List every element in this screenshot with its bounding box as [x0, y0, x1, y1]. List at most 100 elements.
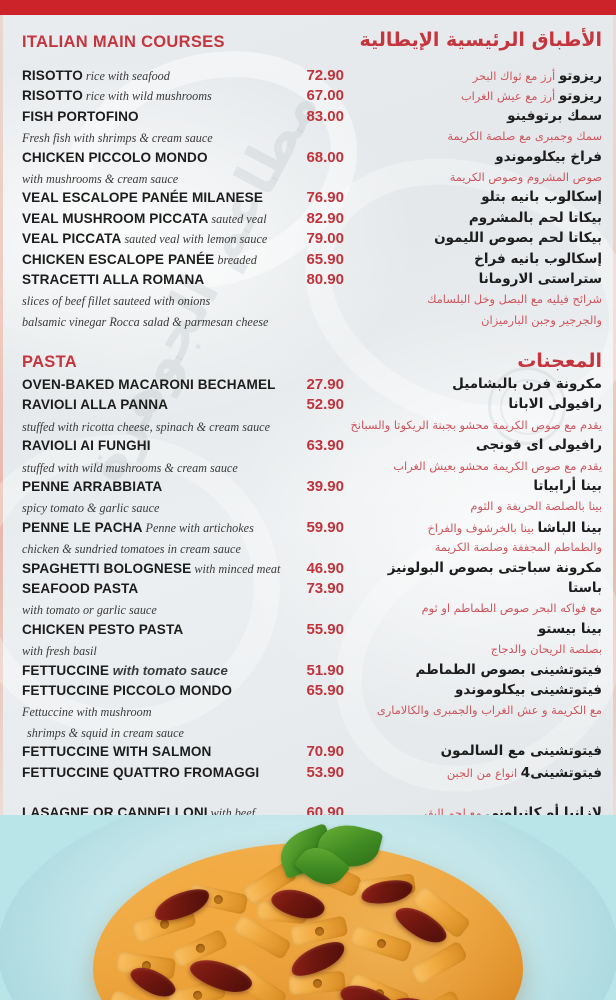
item-subtitle: sauted veal	[208, 211, 267, 226]
menu-item-row: FETTUCCINE WITH SALMON 70.90	[22, 743, 344, 763]
item-description: spicy tomato & garlic sauce	[22, 501, 160, 516]
item-description: slices of beef fillet sauteed with onion…	[22, 294, 211, 309]
arabic-item-subtitle: أرز مع عيش الغراب	[460, 89, 559, 104]
item-price: 27.90	[306, 376, 344, 394]
arabic-item-row: بينا الباشا بينا بالخرشوف والفراخ	[352, 517, 602, 537]
row-spacer	[352, 721, 602, 741]
item-name: FISH PORTOFINO	[22, 108, 139, 124]
item-name-wrap: CHICKEN ESCALOPE PANÉE breaded	[22, 251, 288, 269]
item-price: 52.90	[306, 396, 344, 414]
arabic-item-row: لازانيا أو كانيلونى مع لحم البقر	[352, 802, 602, 815]
arabic-item-subtitle: صوص المشروم وصوص الكريمة	[449, 169, 602, 184]
arabic-item-subtitle: بينا بالخرشوف والفراخ	[427, 520, 538, 535]
penne-piece	[349, 924, 413, 963]
item-name: SEAFOOD PASTA	[22, 580, 139, 596]
menu-item-row: SPAGHETTI BOLOGNESE with minced meat 46.9…	[22, 560, 344, 580]
item-description: shrimps & squid in cream sauce	[27, 725, 184, 740]
item-name: PENNE ARRABBIATA	[22, 479, 163, 495]
arabic-item-subtitle: مع فواكه البحر صوص الطماطم او ثوم	[421, 601, 602, 616]
arabic-item-name: رافيولى الابانا	[508, 396, 602, 413]
menu-item-row: LASAGNE OR CANNELLONI with beef 60.90	[22, 804, 344, 815]
arabic-item-name: بينا بيستو	[537, 620, 602, 637]
arabic-item-subtitle: انواع من الجبن	[446, 765, 521, 780]
menu-item-row: FISH PORTOFINO 83.00	[22, 108, 344, 128]
arabic-item-name: ريزوتو	[558, 88, 602, 105]
item-description: with fresh basil	[22, 644, 97, 659]
item-name-wrap: PENNE LE PACHA Penne with artichokes	[22, 519, 288, 537]
item-price: 82.90	[306, 209, 344, 227]
item-name-wrap: FISH PORTOFINO	[22, 108, 288, 126]
item-name-wrap: SEAFOOD PASTA	[22, 580, 288, 598]
item-name: FETTUCCINE PICCOLO MONDO	[22, 682, 233, 698]
arabic-item-subtitle: يقدم مع صوص الكريمة محشو بجبنة الريكوتا …	[350, 417, 602, 432]
item-price: 65.90	[306, 250, 344, 268]
item-price: 46.90	[306, 559, 344, 577]
arabic-item-name: فيتوتشينى مع السالمون	[440, 743, 602, 760]
item-subtitle: rice with seafood	[82, 69, 170, 83]
item-price: 70.90	[306, 743, 344, 761]
menu-item-row: CHICKEN PICCOLO MONDO 68.00	[22, 149, 344, 169]
item-price: 59.90	[306, 518, 344, 536]
item-name-wrap: VEAL MUSHROOM PICCATA sauted veal	[22, 210, 288, 228]
item-price: 51.90	[306, 661, 344, 679]
item-name-wrap: VEAL ESCALOPE PANÉE MILANESE	[22, 189, 288, 207]
menu-body: مطاعم الجوهرة ITALIAN MAIN COURSES RISOTT…	[0, 15, 616, 815]
item-description: chicken & sundried tomatoes in cream sau…	[22, 542, 241, 557]
arabic-item-subtitle: مع الكريمة و عش الغراب والجمبرى والكالام…	[376, 703, 602, 718]
arabic-item-name: إسكالوب بانيه بتلو	[481, 189, 602, 206]
item-description: with mushrooms & cream sauce	[22, 171, 179, 186]
item-name-wrap: VEAL PICCATA sauted veal with lemon sauc…	[22, 230, 288, 248]
penne-piece	[409, 940, 469, 986]
item-name-wrap: RISOTTO rice with seafood	[22, 67, 288, 85]
menu-item-row: RAVIOLI ALLA PANNA 52.90	[22, 396, 344, 416]
item-description: Fresh fish with shrimps & cream sauce	[22, 131, 213, 146]
item-name-wrap: CHICKEN PICCOLO MONDO	[22, 149, 288, 167]
menu-item-row: RISOTTO rice with seafood 72.90	[22, 67, 344, 87]
item-name: RAVIOLI ALLA PANNA	[22, 397, 169, 413]
item-description: with tomato or garlic sauce	[22, 603, 157, 618]
item-name-wrap: RAVIOLI AI FUNGHI	[22, 437, 288, 455]
item-subtitle: with beef	[207, 806, 256, 815]
row-spacer	[22, 784, 344, 804]
item-name: FETTUCCINE	[22, 662, 110, 678]
section-title-ar-pasta: المعجنات	[517, 350, 602, 373]
item-price: 76.90	[306, 189, 344, 207]
arabic-item-name: فراخ بيكلوموندو	[495, 148, 602, 165]
english-column: ITALIAN MAIN COURSES RISOTTO rice with se…	[22, 15, 344, 815]
item-subtitle: sauted veal with lemon sauce	[121, 232, 268, 247]
arabic-item-name: بيكاتا لحم بصوص الليمون	[434, 230, 602, 247]
item-subtitle: with minced meat	[191, 561, 281, 576]
arabic-item-name: مكرونة فرن بالبشاميل	[452, 376, 602, 393]
left-edge-strip	[0, 15, 3, 815]
menu-item-row: STRACETTI ALLA ROMANA 80.90	[22, 271, 344, 291]
item-price: 65.90	[306, 681, 344, 699]
menu-item-row: FETTUCCINE PICCOLO MONDO 65.90	[22, 682, 344, 702]
item-name: VEAL ESCALOPE PANÉE MILANESE	[22, 190, 263, 206]
item-price: 83.00	[306, 107, 344, 125]
item-price: 72.90	[306, 67, 344, 84]
arabic-item-name: فيتوتشينى4	[520, 764, 602, 781]
arabic-item-name: بينا أرابياتا	[533, 478, 602, 495]
top-accent-bar	[0, 0, 616, 15]
arabic-item-name: باستا	[568, 579, 602, 596]
arabic-item-name: مكرونة سباجتى بصوص البولونيز	[387, 559, 602, 576]
item-name-wrap: RAVIOLI ALLA PANNA	[22, 396, 288, 414]
item-name: CHICKEN PESTO PASTA	[22, 621, 184, 637]
arabic-item-subtitle: يقدم مع صوص الكريمة محشو بعيش الغراب	[393, 458, 602, 473]
item-price: 73.90	[306, 579, 344, 597]
item-name-wrap: LASAGNE OR CANNELLONI with beef	[22, 804, 288, 815]
item-description: stuffed with ricotta cheese, spinach & c…	[22, 419, 270, 434]
item-name-wrap: FETTUCCINE PICCOLO MONDO	[22, 682, 288, 700]
arabic-item-subtitle: بينا بالصلصة الحريفة و الثوم	[470, 499, 602, 514]
item-subtitle: breaded	[214, 252, 257, 267]
dish-photo	[0, 815, 616, 1000]
menu-item-row: RAVIOLI AI FUNGHI 63.90	[22, 437, 344, 457]
arabic-item-subtitle: شرائح فيليه مع البصل وخل البلسامك	[427, 292, 602, 307]
item-price: 68.00	[306, 148, 344, 166]
arabic-column: الأطباق الرئيسية الإيطالية ريزوتو أرز مع …	[350, 15, 602, 815]
menu-item-row: PENNE LE PACHA Penne with artichokes 59.9…	[22, 519, 344, 539]
item-name: VEAL MUSHROOM PICCATA	[22, 210, 209, 226]
item-description: Fettuccine with mushroom	[22, 705, 152, 720]
arabic-item-row: فيتوتشينى4 انواع من الجبن	[352, 762, 602, 782]
